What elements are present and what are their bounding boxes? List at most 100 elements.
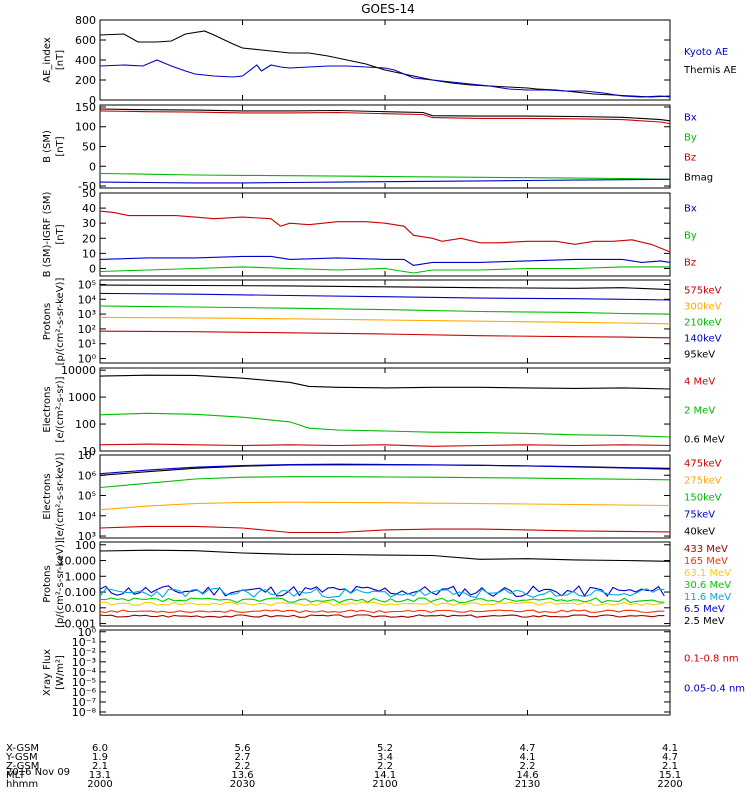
legend-entry: 2.5 MeV: [684, 616, 725, 627]
legend-entry: Kyoto AE: [684, 47, 728, 58]
series-line-300kev: [99, 316, 671, 325]
y-tick-label: 10⁻³: [72, 656, 96, 669]
series-line-11-6-mev: [99, 587, 665, 599]
y-tick-label: 100: [75, 539, 96, 552]
legend-entry: Bz: [684, 153, 696, 164]
x-axis-row-value: 4.1: [520, 752, 536, 763]
series-line-75kev: [99, 463, 671, 475]
series-line-140kev: [99, 292, 671, 301]
legend-entry: Bmag: [684, 173, 713, 184]
y-tick-label: 0.100: [65, 586, 97, 599]
y-axis-label: Protons: [42, 303, 53, 340]
x-axis-row-label: Y-GSM: [5, 752, 38, 763]
y-tick-label: 50: [82, 141, 96, 154]
y-tick-label: 800: [75, 14, 96, 27]
y-tick-label: 400: [75, 54, 96, 67]
series-line-bmag: [99, 108, 671, 122]
y-axis-label: B (SM): [42, 130, 53, 163]
series-line-165-mev: [99, 609, 665, 614]
y-axis-label: [nT]: [55, 136, 66, 156]
series-line-4-mev: [99, 443, 671, 447]
series-line-6-5-mev: [99, 585, 665, 598]
y-tick-label: 10⁰: [78, 626, 97, 639]
x-axis-row-value: 2.1: [92, 761, 108, 772]
legend-entry: 433 MeV: [684, 544, 728, 555]
y-tick-label: 10⁰: [78, 353, 97, 366]
legend-entry: 140keV: [684, 334, 722, 345]
legend-entry: 6.5 MeV: [684, 604, 725, 615]
panel-5: 10000 1000 100 10 Electrons [e/(cm²-s-sr)] 4 M…: [42, 364, 725, 458]
panel-2: 150 100 50 0 -50 B (SM) [nT] Bx By Bz Bmag: [42, 101, 713, 193]
y-axis-label: [p/(cm²-s-sr-keV)]: [55, 278, 66, 366]
y-axis-label: [e/(cm²-s-sr-keV)]: [55, 453, 66, 541]
legend-entry: 0.1-0.8 nm: [684, 654, 739, 665]
y-tick-label: 10⁷: [78, 449, 96, 462]
x-axis-row-value: 4.7: [520, 743, 536, 754]
legend-entry: 300keV: [684, 302, 722, 313]
y-tick-label: 10²: [78, 323, 96, 336]
series-line-210kev: [99, 305, 671, 315]
x-axis-row-value: 15.1: [659, 770, 681, 781]
y-tick-label: 0: [89, 262, 96, 275]
y-tick-label: 10⁻¹: [72, 636, 96, 649]
y-axis-label: B (SM)-IGRF (SM): [42, 192, 53, 278]
y-tick-label: -50: [78, 180, 96, 193]
x-axis-row-label: Z-GSM: [6, 761, 39, 772]
y-tick-label: 20: [82, 232, 96, 245]
series-line-63-1-mev: [99, 601, 665, 607]
y-tick-label: 10¹: [78, 338, 96, 351]
y-tick-label: 10⁴: [78, 293, 97, 306]
series-line-575kev: [99, 330, 671, 339]
series-line-by: [99, 266, 670, 274]
y-tick-label: 10⁵: [78, 278, 96, 291]
series-line-bx: [99, 178, 671, 184]
panel-4: 10⁵ 10⁴ 10³ 10² 10¹ 10⁰ Protons [p/(cm²-s-sr-ke…: [42, 278, 722, 366]
y-tick-label: 100: [75, 121, 96, 134]
y-tick-label: 10: [82, 247, 96, 260]
series-line-by: [99, 172, 671, 180]
y-tick-label: 30: [82, 217, 96, 230]
x-axis-row-value: 14.1: [374, 770, 396, 781]
x-axis-row-value: 13.6: [231, 770, 253, 781]
legend-entry: 2 MeV: [684, 406, 715, 417]
y-axis-label: Electrons: [42, 386, 53, 432]
legend-entry: 75keV: [684, 510, 715, 521]
y-tick-label: 10⁵: [78, 490, 96, 503]
legend-entry: 0.6 MeV: [684, 435, 725, 446]
legend-entry: 275keV: [684, 476, 722, 487]
x-axis-row-value: 2.2: [235, 761, 251, 772]
y-tick-label: 0: [89, 160, 96, 173]
y-tick-label: 10000: [61, 364, 96, 377]
date-label: 2016 Nov 09: [6, 767, 70, 778]
y-tick-label: 0.001: [65, 618, 97, 631]
x-axis-row-value: 2.2: [377, 761, 393, 772]
x-axis-row-label: MLT: [6, 770, 26, 781]
x-axis-row-value: 2130: [515, 779, 540, 790]
y-tick-label: 50: [82, 187, 96, 200]
series-line-bx: [99, 255, 671, 266]
series-line-150kev: [99, 476, 671, 489]
panel-6: 10⁷ 10⁶ 10⁵ 10⁴ 10³ Electrons [e/(cm²-s-sr-keV…: [42, 449, 722, 543]
x-axis-row-value: 3.4: [377, 752, 393, 763]
x-axis-row-value: 4.1: [662, 743, 678, 754]
legend-entry: 210keV: [684, 318, 722, 329]
panel-3: 50 40 30 20 10 0 B (SM)-IGRF (SM) [nT] Bx By Bz: [42, 187, 697, 277]
series-line-0-6-mev: [99, 374, 671, 390]
y-tick-label: 10⁴: [78, 510, 97, 523]
y-axis-label: [W/m²]: [55, 655, 66, 690]
series-line-bz: [99, 210, 671, 253]
y-axis-label: [p/(cm²-s-sr-keV)]: [55, 540, 66, 628]
legend-entry: Bx: [684, 113, 697, 124]
legend-entry: 63.1 MeV: [684, 568, 731, 579]
x-axis-row-value: 4.7: [662, 752, 678, 763]
y-tick-label: 0: [89, 94, 96, 107]
y-tick-label: 1.000: [65, 570, 97, 583]
y-axis-label: Protons: [42, 565, 53, 602]
legend-entry: By: [684, 133, 697, 144]
y-tick-label: 10³: [78, 308, 96, 321]
x-axis-row-value: 14.6: [516, 770, 538, 781]
